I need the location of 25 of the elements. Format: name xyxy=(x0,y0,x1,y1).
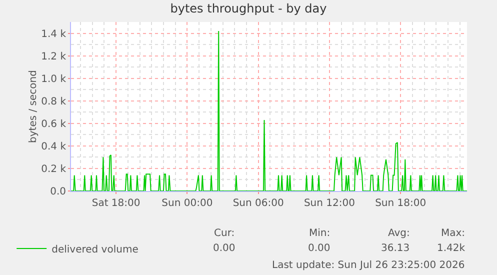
text: Cur: xyxy=(214,228,235,239)
y-axis-title: bytes / second xyxy=(28,70,40,143)
y-tick-label: 1.2 k xyxy=(41,51,66,62)
chart-title: bytes throughput - by day xyxy=(170,2,327,16)
y-tick-label: 0.6 k xyxy=(41,118,66,130)
x-tick-label: Sun 06:00 xyxy=(232,198,284,209)
text: 1.42k xyxy=(437,243,466,254)
y-tick-label: 1.0 k xyxy=(41,74,66,85)
y-tick-label: 0.8 k xyxy=(41,96,66,108)
text: 0.00 xyxy=(213,243,236,254)
text: Max: xyxy=(441,228,466,239)
x-tick-label: Sat 18:00 xyxy=(92,198,140,209)
x-tick-label: Sun 18:00 xyxy=(375,198,426,209)
y-tick-label: 0.4 k xyxy=(41,141,66,152)
x-tick-label: Sun 00:00 xyxy=(162,198,213,209)
text: 0.00 xyxy=(308,243,330,254)
legend-label: delivered volume xyxy=(52,244,138,256)
text: Avg: xyxy=(388,228,410,239)
text: 36.13 xyxy=(381,243,410,254)
y-tick-label: 0.0 xyxy=(50,186,66,198)
text: Min: xyxy=(309,228,330,239)
y-tick-label: 0.2 k xyxy=(41,164,66,175)
x-tick-label: Sun 12:00 xyxy=(304,198,355,209)
y-tick-label: 1.4 k xyxy=(41,28,66,40)
text: Last update: Sun Jul 26 23:25:00 2026 xyxy=(272,260,465,271)
